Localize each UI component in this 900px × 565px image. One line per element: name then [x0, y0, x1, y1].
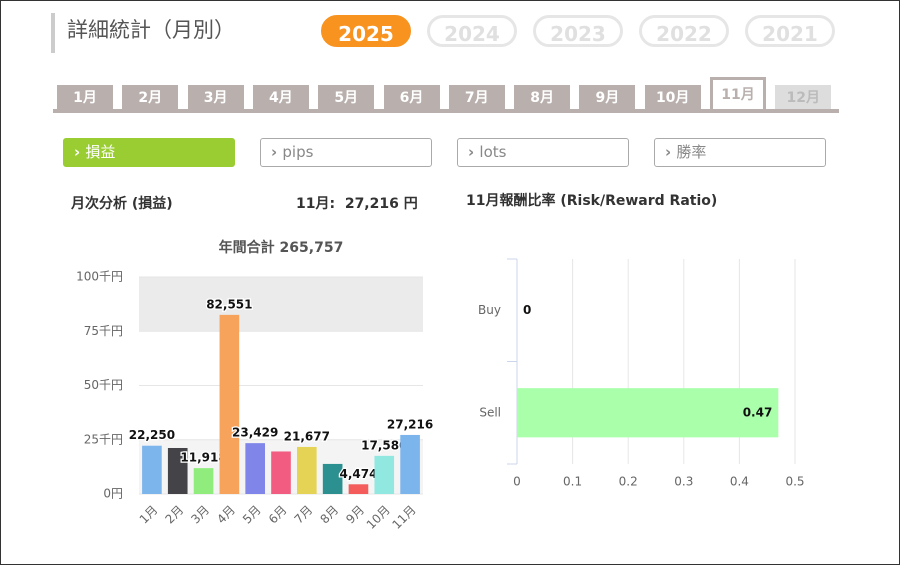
x-tick-label: 2月 [163, 503, 187, 527]
x-tick-label: 6月 [266, 503, 290, 527]
x-tick-label: 1月 [137, 503, 161, 527]
section-label: 月次分析 (損益) [71, 196, 173, 212]
year-tab[interactable]: 2022 [639, 15, 729, 47]
x-tick-label: 0.3 [674, 475, 693, 489]
bar [219, 314, 240, 494]
metric-button[interactable]: lots [457, 138, 629, 167]
value-label: 0 [523, 303, 531, 317]
value-label: 0.47 [743, 405, 773, 419]
month-total: 11月: 27,216 円 [296, 196, 418, 212]
y-tick-label: Buy [478, 303, 501, 317]
y-tick-label: 25千円 [84, 432, 123, 446]
x-tick-label: 3月 [188, 503, 212, 527]
bar [400, 434, 420, 494]
value-label: 82,551 [206, 297, 252, 311]
bar [142, 445, 162, 494]
bar [245, 443, 265, 494]
page-title: 詳細統計（月別） [51, 13, 235, 53]
month-tab[interactable]: 3月 [187, 85, 244, 109]
x-tick-label: 5月 [240, 503, 264, 527]
bar [374, 455, 395, 494]
bar [193, 468, 214, 494]
bar [517, 388, 779, 438]
bar [167, 447, 188, 494]
x-tick-label: 11月 [389, 503, 418, 532]
value-label: 23,429 [232, 426, 278, 440]
x-tick-label: 0 [513, 475, 521, 489]
year-tab[interactable]: 2021 [745, 15, 835, 47]
value-label: 27,216 [387, 417, 433, 431]
y-tick-label: Sell [479, 405, 501, 419]
plot-band [139, 331, 423, 385]
x-tick-label: 0.4 [730, 475, 749, 489]
month-tab[interactable]: 6月 [383, 85, 440, 109]
month-tab[interactable]: 11月 [710, 77, 766, 109]
bar [297, 446, 317, 494]
value-label: 22,250 [129, 428, 175, 442]
year-tab[interactable]: 2024 [427, 15, 517, 47]
y-tick-label: 75千円 [84, 324, 123, 338]
year-tab[interactable]: 2023 [533, 15, 623, 47]
month-tab[interactable]: 8月 [514, 85, 571, 109]
bar [271, 451, 291, 494]
value-label: 21,677 [284, 429, 330, 443]
x-tick-label: 7月 [292, 503, 316, 527]
bar [322, 463, 343, 494]
value-label: 11,918 [180, 451, 226, 465]
metric-button[interactable]: 勝率 [654, 138, 826, 167]
month-tab[interactable]: 9月 [579, 85, 636, 109]
month-tab[interactable]: 4月 [252, 85, 309, 109]
month-tab[interactable]: 10月 [644, 85, 701, 109]
metric-button[interactable]: pips [260, 138, 432, 167]
y-tick-label: 0円 [103, 487, 123, 501]
chart-title: 年間合計 265,757 [219, 239, 344, 256]
month-tab[interactable]: 12月 [775, 85, 832, 109]
y-tick-label: 50千円 [84, 378, 123, 392]
month-tab[interactable]: 5月 [318, 85, 375, 109]
plot-band [139, 277, 423, 332]
month-tab[interactable]: 2月 [122, 85, 179, 109]
year-tab[interactable]: 2025 [321, 15, 411, 47]
metric-button[interactable]: 損益 [63, 138, 235, 167]
x-tick-label: 0.1 [563, 475, 582, 489]
chart-title: 11月報酬比率 (Risk/Reward Ratio) [466, 192, 717, 209]
plot-band [139, 386, 423, 440]
y-tick-label: 100千円 [76, 270, 123, 284]
x-tick-label: 4月 [214, 503, 238, 527]
x-tick-label: 0.2 [619, 475, 638, 489]
value-label: 17,580 [361, 438, 407, 452]
tab-line [53, 109, 839, 113]
bar [348, 484, 369, 494]
month-tab[interactable]: 7月 [448, 85, 505, 109]
x-tick-label: 8月 [317, 503, 341, 527]
x-tick-label: 10月 [364, 503, 393, 532]
value-label: 4,474 [339, 467, 377, 481]
month-tab[interactable]: 1月 [57, 85, 113, 109]
x-tick-label: 0.5 [785, 475, 804, 489]
